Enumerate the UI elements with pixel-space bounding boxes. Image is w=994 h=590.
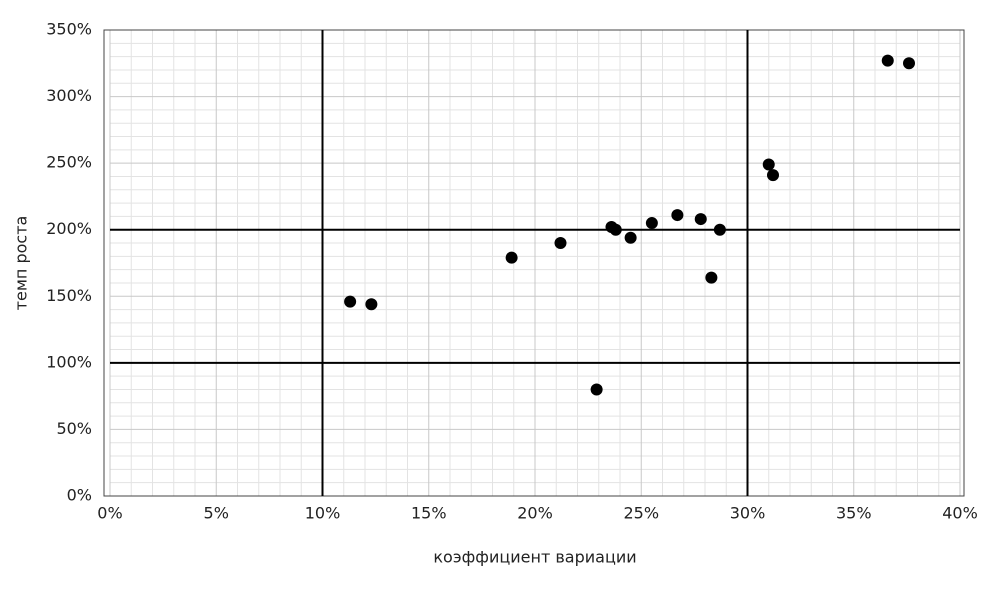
y-tick-label: 50% [56,419,92,438]
point [762,158,775,171]
point [344,295,357,308]
y-tick-label: 350% [46,20,92,39]
x-tick-label: 0% [97,504,122,523]
point [645,217,658,230]
point [624,231,637,244]
point [365,298,378,311]
y-tick-label: 250% [46,153,92,172]
y-tick-label: 0% [67,486,92,505]
point [554,237,567,250]
y-tick-label: 300% [46,86,92,105]
y-tick-label: 200% [46,219,92,238]
point [767,169,779,182]
x-tick-label: 30% [730,504,766,523]
y-tick-label: 150% [46,286,92,305]
point [671,209,684,222]
x-axis-label: коэффициент вариации [433,548,636,567]
point [713,223,726,236]
x-tick-label: 5% [204,504,229,523]
point [694,213,707,226]
point [705,271,718,284]
point [903,57,915,70]
x-tick-label: 25% [623,504,659,523]
y-axis-label: темп роста [12,216,31,311]
point [881,54,894,67]
point [590,383,603,396]
x-tick-label: 40% [942,504,978,523]
y-tick-label: 100% [46,352,92,371]
plot-frame [103,29,965,497]
point [505,251,518,264]
point [609,223,622,236]
x-tick-label: 35% [836,504,872,523]
x-tick-label: 20% [517,504,553,523]
x-tick-label: 10% [305,504,341,523]
x-tick-label: 15% [411,504,447,523]
